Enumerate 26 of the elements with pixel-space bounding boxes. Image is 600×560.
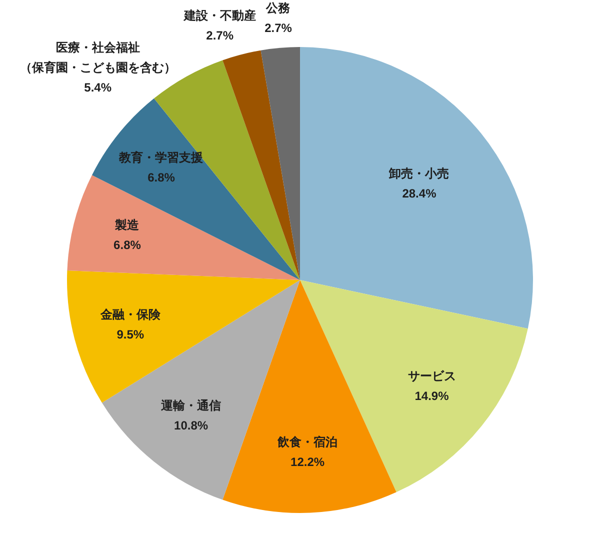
slice-label: 運輸・通信: [160, 398, 222, 412]
data-label: 28.4%: [402, 186, 437, 201]
data-label: 5.4%: [84, 80, 112, 95]
slice-label: サービス: [408, 368, 456, 383]
slice-label: 飲食・宿泊: [276, 435, 338, 450]
data-label: 9.5%: [116, 328, 144, 342]
data-label: 6.8%: [148, 170, 176, 185]
slice-label: 教育・学習支援: [118, 150, 204, 165]
data-label: 10.8%: [174, 418, 208, 432]
slice-label: 製造: [114, 218, 140, 232]
pie-slice: [92, 98, 300, 280]
pie-slice: [67, 175, 300, 280]
slice-label: 金融・保険: [99, 308, 162, 322]
slice-label: 医療・社会福祉（保育園・こども園を含む）: [20, 40, 176, 75]
pie-slice: [300, 47, 533, 329]
data-label: 2.7%: [206, 28, 234, 42]
pie-slice: [260, 47, 300, 280]
slice-label: 建設・不動産: [182, 8, 256, 22]
slice-label: 公務: [265, 0, 292, 15]
data-label: 12.2%: [290, 455, 325, 470]
slice-label: 卸売・小売: [388, 166, 450, 181]
data-label: 14.9%: [414, 388, 450, 403]
pie-slice: [222, 50, 300, 280]
pie-slice: [222, 280, 396, 513]
data-label: 2.7%: [264, 20, 292, 35]
data-label: 6.8%: [114, 238, 142, 252]
